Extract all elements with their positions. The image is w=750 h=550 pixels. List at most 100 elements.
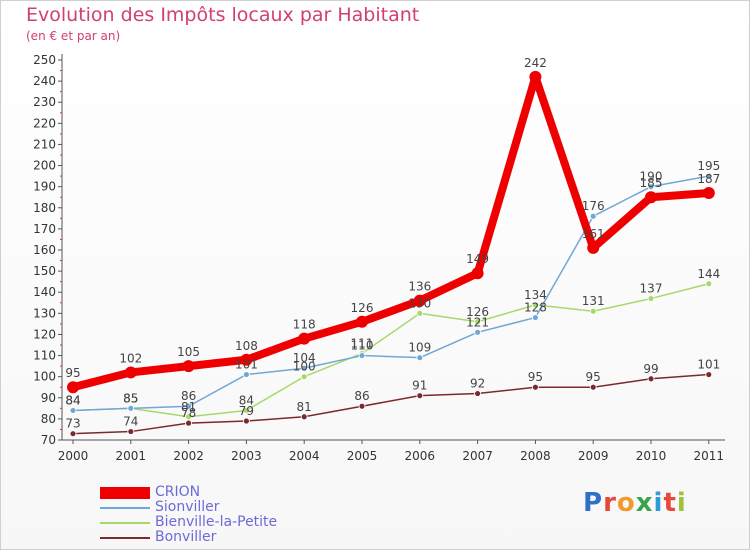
data-label: 137 xyxy=(640,282,663,296)
legend-item: Sionviller xyxy=(100,500,277,515)
data-point xyxy=(358,402,366,410)
brand-letter: o xyxy=(616,488,636,518)
data-point xyxy=(356,315,368,328)
data-point xyxy=(702,187,715,199)
data-point xyxy=(127,428,135,435)
data-label: 92 xyxy=(470,377,485,391)
y-tick-label: 120 xyxy=(33,327,56,341)
data-point xyxy=(529,70,542,83)
data-label: 131 xyxy=(582,294,605,308)
data-label: 86 xyxy=(354,389,369,403)
data-point xyxy=(647,295,655,302)
y-tick-label: 130 xyxy=(33,306,56,320)
data-label: 101 xyxy=(697,358,720,372)
data-label: 161 xyxy=(582,227,605,241)
x-tick-label: 2011 xyxy=(694,449,725,463)
data-label: 187 xyxy=(697,172,720,186)
brand-letter: x xyxy=(635,488,654,518)
x-tick-label: 2004 xyxy=(289,449,320,463)
data-label: 108 xyxy=(235,339,258,353)
data-label: 109 xyxy=(408,341,431,355)
data-label: 144 xyxy=(697,267,720,281)
y-tick-label: 230 xyxy=(33,95,56,109)
data-label: 110 xyxy=(351,339,374,353)
legend-label: Sionviller xyxy=(155,499,220,515)
brand-letter: P xyxy=(583,488,604,518)
data-point xyxy=(124,366,137,379)
data-label: 86 xyxy=(181,389,196,403)
data-label: 85 xyxy=(123,391,138,405)
data-point xyxy=(416,309,424,317)
data-point xyxy=(127,404,135,412)
data-point xyxy=(242,407,250,414)
legend-item: CRION xyxy=(100,485,277,500)
data-label: 95 xyxy=(65,366,80,380)
data-label: 73 xyxy=(65,417,80,431)
data-point xyxy=(471,267,484,280)
data-point xyxy=(705,172,713,180)
data-label: 74 xyxy=(123,415,138,429)
data-label: 84 xyxy=(65,393,80,407)
data-point xyxy=(185,419,193,427)
data-point xyxy=(532,314,539,321)
data-label: 95 xyxy=(586,370,601,384)
series-line-bienville-la-petite xyxy=(72,283,710,418)
data-point xyxy=(532,383,539,391)
data-point xyxy=(182,360,195,373)
data-label: 99 xyxy=(643,362,658,376)
x-tick-label: 2006 xyxy=(405,449,436,463)
brand-letter: i xyxy=(653,488,664,518)
x-tick-label: 2003 xyxy=(231,449,262,463)
x-tick-label: 2005 xyxy=(347,449,378,463)
brand-letter: t xyxy=(663,488,677,518)
data-point xyxy=(300,364,308,372)
data-label: 111 xyxy=(351,336,374,350)
x-tick-label: 2002 xyxy=(173,449,204,463)
data-point xyxy=(242,417,250,425)
data-point xyxy=(300,373,308,381)
y-tick-label: 200 xyxy=(33,159,56,173)
data-point xyxy=(185,402,193,410)
data-label: 105 xyxy=(177,345,200,359)
chart-title: Evolution des Impôts locaux par Habitant xyxy=(26,4,420,26)
data-label: 126 xyxy=(466,305,489,319)
data-point xyxy=(705,280,713,288)
legend-label: Bonviller xyxy=(155,529,217,545)
data-point xyxy=(647,183,655,191)
x-tick-label: 2000 xyxy=(58,449,89,463)
data-point xyxy=(532,301,539,309)
y-tick-label: 210 xyxy=(33,137,56,151)
data-point xyxy=(416,354,424,362)
brand-logo: Proxiti xyxy=(583,488,687,518)
x-tick-label: 2001 xyxy=(116,449,147,463)
x-tick-label: 2009 xyxy=(578,449,609,463)
data-point xyxy=(589,383,597,391)
y-tick-label: 220 xyxy=(33,116,56,130)
x-tick-label: 2007 xyxy=(462,449,493,463)
legend-swatch xyxy=(100,506,150,509)
data-label: 104 xyxy=(293,351,316,365)
data-point xyxy=(298,332,311,345)
x-tick-label: 2008 xyxy=(520,449,551,463)
data-point xyxy=(413,294,426,307)
y-tick-label: 70 xyxy=(41,433,56,447)
legend-swatch xyxy=(100,486,150,499)
data-point xyxy=(69,407,77,414)
data-label: 134 xyxy=(524,288,547,302)
data-label: 81 xyxy=(181,400,196,414)
data-point xyxy=(589,307,597,315)
data-label: 85 xyxy=(123,391,138,405)
data-label: 121 xyxy=(466,315,489,329)
series-line-sionviller xyxy=(72,175,710,412)
y-tick-label: 180 xyxy=(33,201,56,215)
y-tick-label: 110 xyxy=(33,349,56,363)
data-point xyxy=(587,241,600,254)
data-point xyxy=(645,191,657,204)
legend-item: Bonviller xyxy=(100,530,277,545)
brand-letter: r xyxy=(603,488,617,518)
data-label: 84 xyxy=(239,393,254,407)
legend-label: Bienville-la-Petite xyxy=(155,514,278,530)
data-point xyxy=(705,371,713,378)
chart-subtitle: (en € et par an) xyxy=(26,29,121,43)
